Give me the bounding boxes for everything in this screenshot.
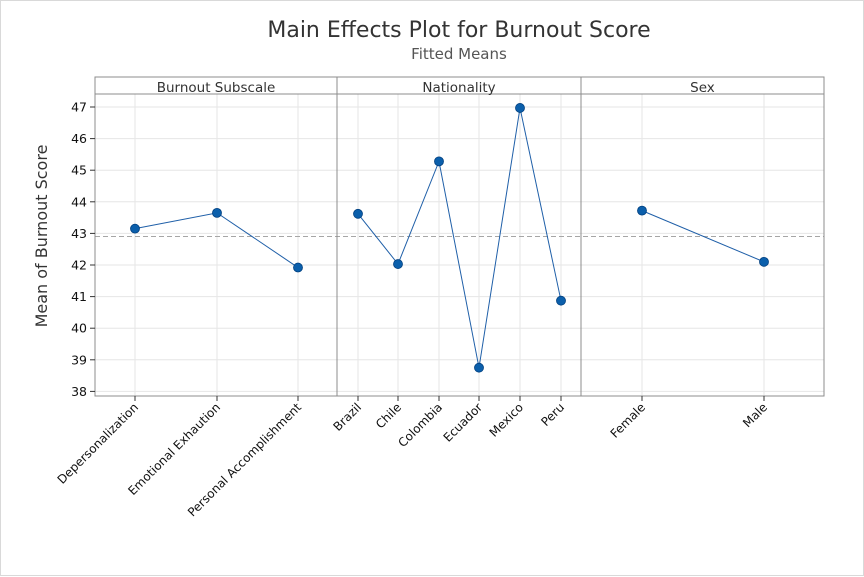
panel-title: Sex	[690, 80, 715, 96]
data-point	[130, 223, 140, 234]
panel-title: Burnout Subscale	[157, 80, 276, 96]
x-tick-label: Mexico	[487, 400, 527, 440]
y-tick-label: 42	[71, 258, 87, 273]
x-tick-label: Male	[740, 400, 770, 430]
y-tick-label: 45	[71, 163, 87, 178]
data-point	[556, 295, 566, 306]
x-tick-label: Colombia	[395, 400, 445, 450]
y-tick-label: 40	[71, 321, 87, 336]
y-tick-label: 46	[71, 131, 87, 146]
data-point	[353, 208, 363, 219]
chart-subtitle: Fitted Means	[411, 45, 507, 63]
data-point	[515, 103, 525, 113]
data-point	[474, 362, 484, 373]
x-tick-label: Ecuador	[441, 400, 486, 445]
x-tick-label: Peru	[538, 400, 567, 429]
data-point	[434, 156, 444, 167]
panel-frame	[580, 76, 825, 397]
y-tick-label: 38	[71, 384, 87, 399]
chart-title: Main Effects Plot for Burnout Score	[267, 18, 650, 43]
y-tick-label: 41	[71, 289, 87, 304]
y-tick-label: 39	[71, 352, 87, 367]
series-line	[641, 210, 765, 263]
x-tick-label: Depersonalization	[55, 400, 142, 487]
series-line	[357, 107, 562, 368]
x-tick-label: Female	[608, 400, 649, 441]
x-tick-label: Chile	[373, 400, 404, 431]
y-tick-label: 44	[71, 194, 87, 209]
data-point	[759, 256, 769, 267]
y-tick-label: 43	[71, 226, 87, 241]
data-point	[637, 205, 647, 216]
data-point	[212, 207, 222, 218]
y-axis-label: Mean of Burnout Score	[32, 145, 51, 328]
y-tick-label: 47	[71, 100, 87, 115]
x-tick-label: Emotional Exhaution	[125, 400, 223, 498]
panel-title: Nationality	[422, 80, 495, 96]
data-point	[293, 262, 303, 273]
x-tick-label: Brazil	[331, 400, 365, 434]
data-point	[393, 259, 403, 269]
